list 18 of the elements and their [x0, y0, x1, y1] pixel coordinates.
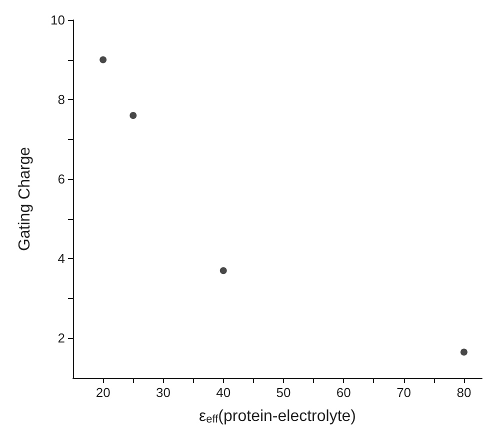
point — [130, 112, 137, 119]
x-tick-label: 60 — [336, 385, 351, 400]
y-tick-label: 10 — [50, 12, 65, 28]
x-tick-label: 80 — [456, 385, 472, 400]
y-tick-label: 2 — [58, 330, 65, 346]
x-tick-label: 30 — [156, 385, 170, 400]
x-tick-label: 20 — [96, 385, 110, 400]
y-tick-label: 6 — [58, 172, 65, 187]
point — [100, 56, 107, 64]
point — [220, 267, 227, 274]
y-tick-label: 4 — [58, 251, 65, 266]
x-tick-label: 40 — [216, 385, 231, 400]
y-tick-label: 8 — [58, 92, 65, 108]
point — [460, 348, 468, 356]
x-axis-title: εeff(protein-electrolyte) — [199, 408, 356, 426]
x-tick-label: 70 — [396, 385, 412, 400]
y-axis-title: Gating Charge — [16, 146, 34, 252]
x-tick-label: 50 — [276, 385, 291, 400]
